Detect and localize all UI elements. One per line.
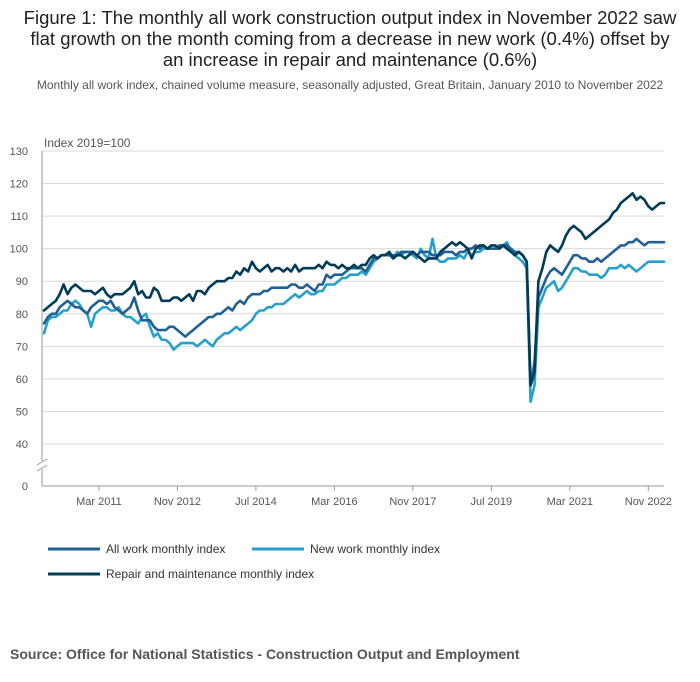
y-tick-label: 100 [10, 244, 28, 256]
x-tick-label: Nov 2012 [154, 496, 201, 508]
legend-label: All work monthly index [106, 542, 225, 556]
x-tick-label: Mar 2011 [76, 496, 122, 508]
chart-subtitle: Monthly all work index, chained volume m… [36, 78, 664, 92]
series-line-2 [42, 192, 666, 387]
series-line-1 [42, 237, 666, 403]
y-axis-label: Index 2019=100 [44, 136, 131, 150]
y-tick-label: 60 [16, 374, 28, 386]
axis-break-gap [36, 461, 48, 469]
axis-layer: 0 40 50 60 70 80 90 100 110 120 130 Index 2019=100 M… [10, 136, 672, 508]
x-tick-label: Nov 2017 [389, 496, 436, 508]
legend-label: Repair and maintenance monthly index [106, 567, 314, 581]
legend-label: New work monthly index [310, 542, 440, 556]
y-tick-label: 80 [16, 309, 28, 321]
source-note: Source: Office for National Statistics -… [10, 646, 520, 662]
y-tick-label: 50 [16, 406, 28, 418]
y-tick-label: 130 [10, 146, 28, 158]
x-tick-label: Nov 2022 [625, 496, 672, 508]
y-tick-label: 40 [16, 439, 28, 451]
y-tick-label: 120 [10, 179, 28, 191]
y-tick-label: 90 [16, 276, 28, 288]
line-chart: 0 40 50 60 70 80 90 100 110 120 130 Index 2019=100 M… [10, 136, 672, 581]
series-layer [42, 192, 666, 403]
series-line-0 [42, 237, 666, 387]
y-tick-label: 70 [16, 341, 28, 353]
y-tick-label: 110 [10, 211, 28, 223]
axis-break-mark [36, 458, 48, 466]
x-tick-label: Jul 2014 [235, 496, 277, 508]
axis-break-mark [36, 464, 48, 472]
x-tick-label: Mar 2021 [547, 496, 593, 508]
x-tick-label: Jul 2019 [471, 496, 513, 508]
legend: All work monthly index New work monthly i… [48, 542, 440, 581]
grid-layer [42, 150, 664, 487]
x-tick-label: Mar 2016 [311, 496, 357, 508]
y-tick-label: 0 [22, 481, 28, 493]
chart-title: Figure 1: The monthly all work construct… [23, 7, 677, 70]
